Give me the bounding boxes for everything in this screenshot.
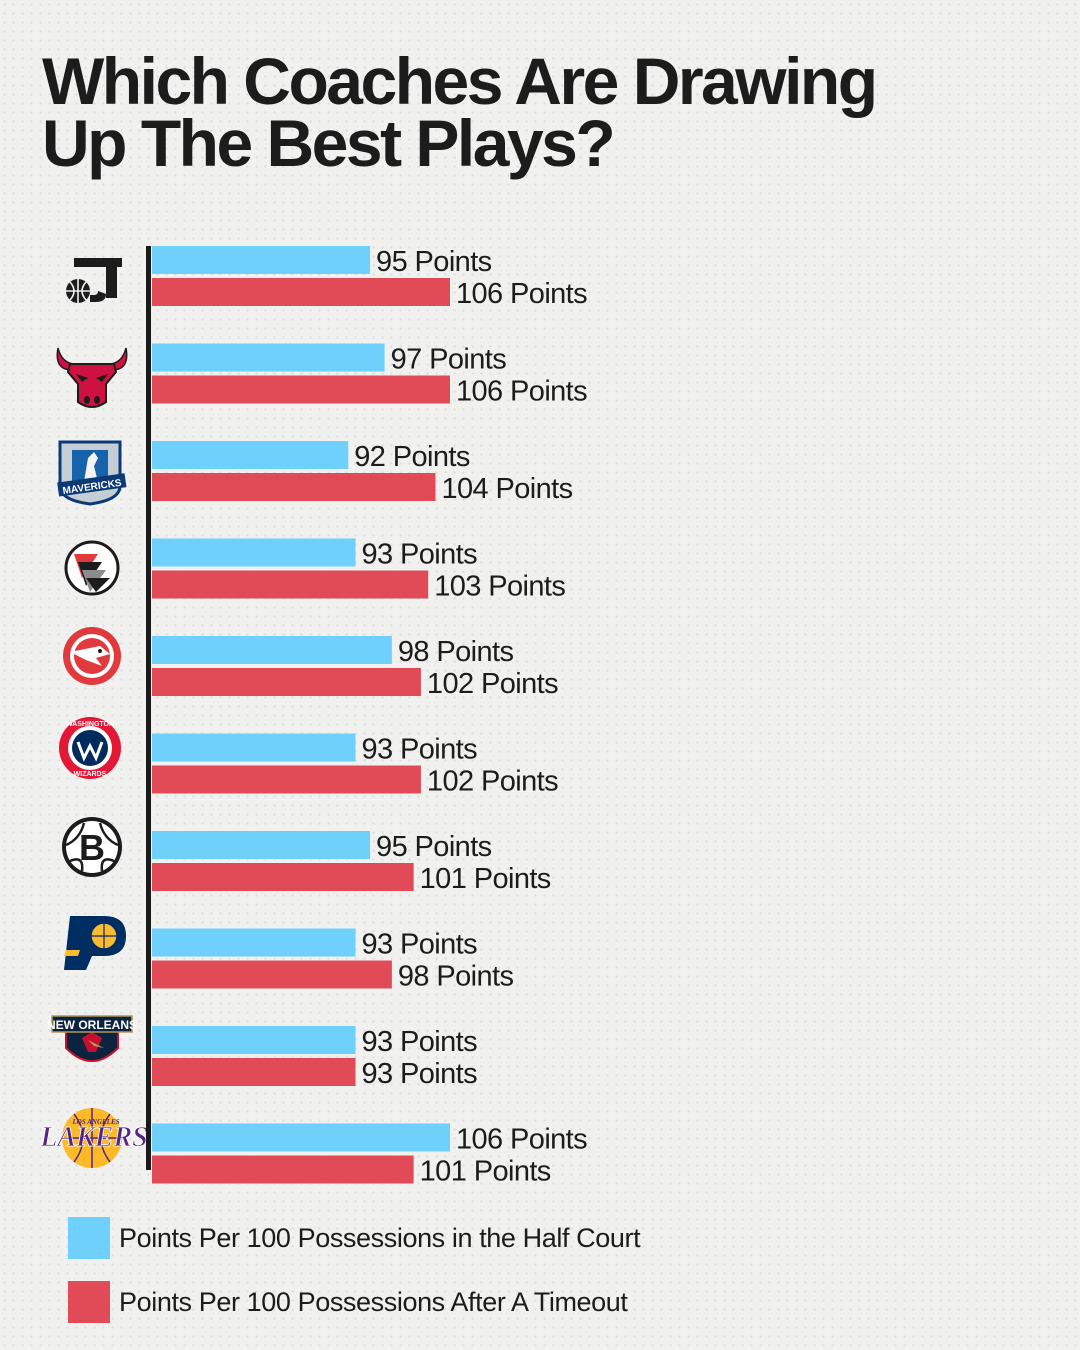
label-chicago-bulls-after-timeout: 106 Points [456,376,587,408]
portland-trail-blazers-logo-icon [64,540,120,596]
label-portland-trail-blazers-half-court: 93 Points [362,539,478,571]
label-los-angeles-lakers-after-timeout: 101 Points [420,1156,551,1188]
bar-dallas-mavericks-after-timeout [152,473,436,501]
label-dallas-mavericks-after-timeout: 104 Points [441,473,572,505]
utah-jazz-logo-icon [66,258,122,303]
bar-new-orleans-pelicans-half-court [152,1026,356,1054]
bar-chicago-bulls-after-timeout [152,375,450,404]
label-utah-jazz-half-court: 95 Points [376,246,492,278]
label-indiana-pacers-after-timeout: 98 Points [398,961,514,993]
new-orleans-pelicans-logo-icon: NEW ORLEANS [47,1015,137,1062]
bar-atlanta-hawks-after-timeout [152,668,421,696]
bar-los-angeles-lakers-after-timeout [152,1155,414,1184]
label-chicago-bulls-half-court: 97 Points [391,344,507,376]
label-indiana-pacers-half-court: 93 Points [362,929,478,961]
legend-label-half-court: Points Per 100 Possessions in the Half C… [119,1222,641,1253]
legend-swatch-after-timeout [68,1281,110,1323]
label-new-orleans-pelicans-after-timeout: 93 Points [362,1058,478,1090]
lakers-top-wordmark: LOS ANGELES [71,1118,119,1126]
title-line-1: Which Coaches Are Drawing [42,44,878,118]
nets-letter: B [79,827,105,868]
atlanta-hawks-logo-icon [63,627,121,685]
chicago-bulls-logo-icon [56,347,128,408]
bar-utah-jazz-half-court [152,246,371,274]
label-brooklyn-nets-after-timeout: 101 Points [420,863,551,895]
lakers-wordmark: LAKERS [39,1122,147,1153]
label-brooklyn-nets-half-court: 95 Points [376,831,492,863]
bar-chicago-bulls-half-court [152,343,385,372]
bar-brooklyn-nets-half-court [152,831,371,859]
dallas-mavericks-logo-icon: MAVERICKS [57,440,127,506]
legend: Points Per 100 Possessions in the Half C… [68,1216,641,1344]
bar-indiana-pacers-after-timeout [152,960,392,989]
label-dallas-mavericks-half-court: 92 Points [354,441,470,473]
label-los-angeles-lakers-half-court: 106 Points [456,1124,587,1156]
indiana-pacers-logo-icon [64,916,126,970]
bar-new-orleans-pelicans-after-timeout [152,1058,356,1086]
bar-atlanta-hawks-half-court [152,636,392,664]
bar-washington-wizards-half-court [152,733,356,762]
pelicans-wordmark: NEW ORLEANS [47,1018,137,1032]
legend-label-after-timeout: Points Per 100 Possessions After A Timeo… [119,1286,628,1317]
legend-item-half-court: Points Per 100 Possessions in the Half C… [68,1216,641,1260]
washington-wizards-logo-icon: WASHINGTON WIZARDS [59,717,121,779]
page-title: Which Coaches Are Drawing Up The Best Pl… [42,44,1052,180]
brooklyn-nets-logo-icon: B [62,817,122,877]
bar-dallas-mavericks-half-court [152,441,349,469]
label-portland-trail-blazers-after-timeout: 103 Points [434,571,565,603]
label-new-orleans-pelicans-half-court: 93 Points [362,1026,478,1058]
label-atlanta-hawks-half-court: 98 Points [398,636,514,668]
legend-swatch-half-court [68,1217,110,1259]
label-washington-wizards-half-court: 93 Points [362,734,478,766]
bar-utah-jazz-after-timeout [152,278,450,306]
label-washington-wizards-after-timeout: 102 Points [427,766,558,798]
bar-portland-trail-blazers-half-court [152,538,356,567]
bar-indiana-pacers-half-court [152,928,356,957]
bar-portland-trail-blazers-after-timeout [152,570,429,599]
bar-washington-wizards-after-timeout [152,765,421,794]
y-axis-line [146,246,151,1170]
label-atlanta-hawks-after-timeout: 102 Points [427,668,558,700]
title-line-2: Up The Best Plays? [42,106,616,180]
bar-los-angeles-lakers-half-court [152,1123,450,1152]
legend-item-after-timeout: Points Per 100 Possessions After A Timeo… [68,1280,640,1324]
wizards-bottom-wordmark: WIZARDS [74,771,107,778]
los-angeles-lakers-logo-icon: LAKERS LOS ANGELES [39,1108,148,1168]
team-logos: MAVERICKS WASHINGTON WIZARDS [39,258,148,1168]
bars [152,246,450,1184]
bar-brooklyn-nets-after-timeout [152,863,414,891]
label-utah-jazz-after-timeout: 106 Points [456,278,587,310]
wizards-top-wordmark: WASHINGTON [66,721,114,728]
